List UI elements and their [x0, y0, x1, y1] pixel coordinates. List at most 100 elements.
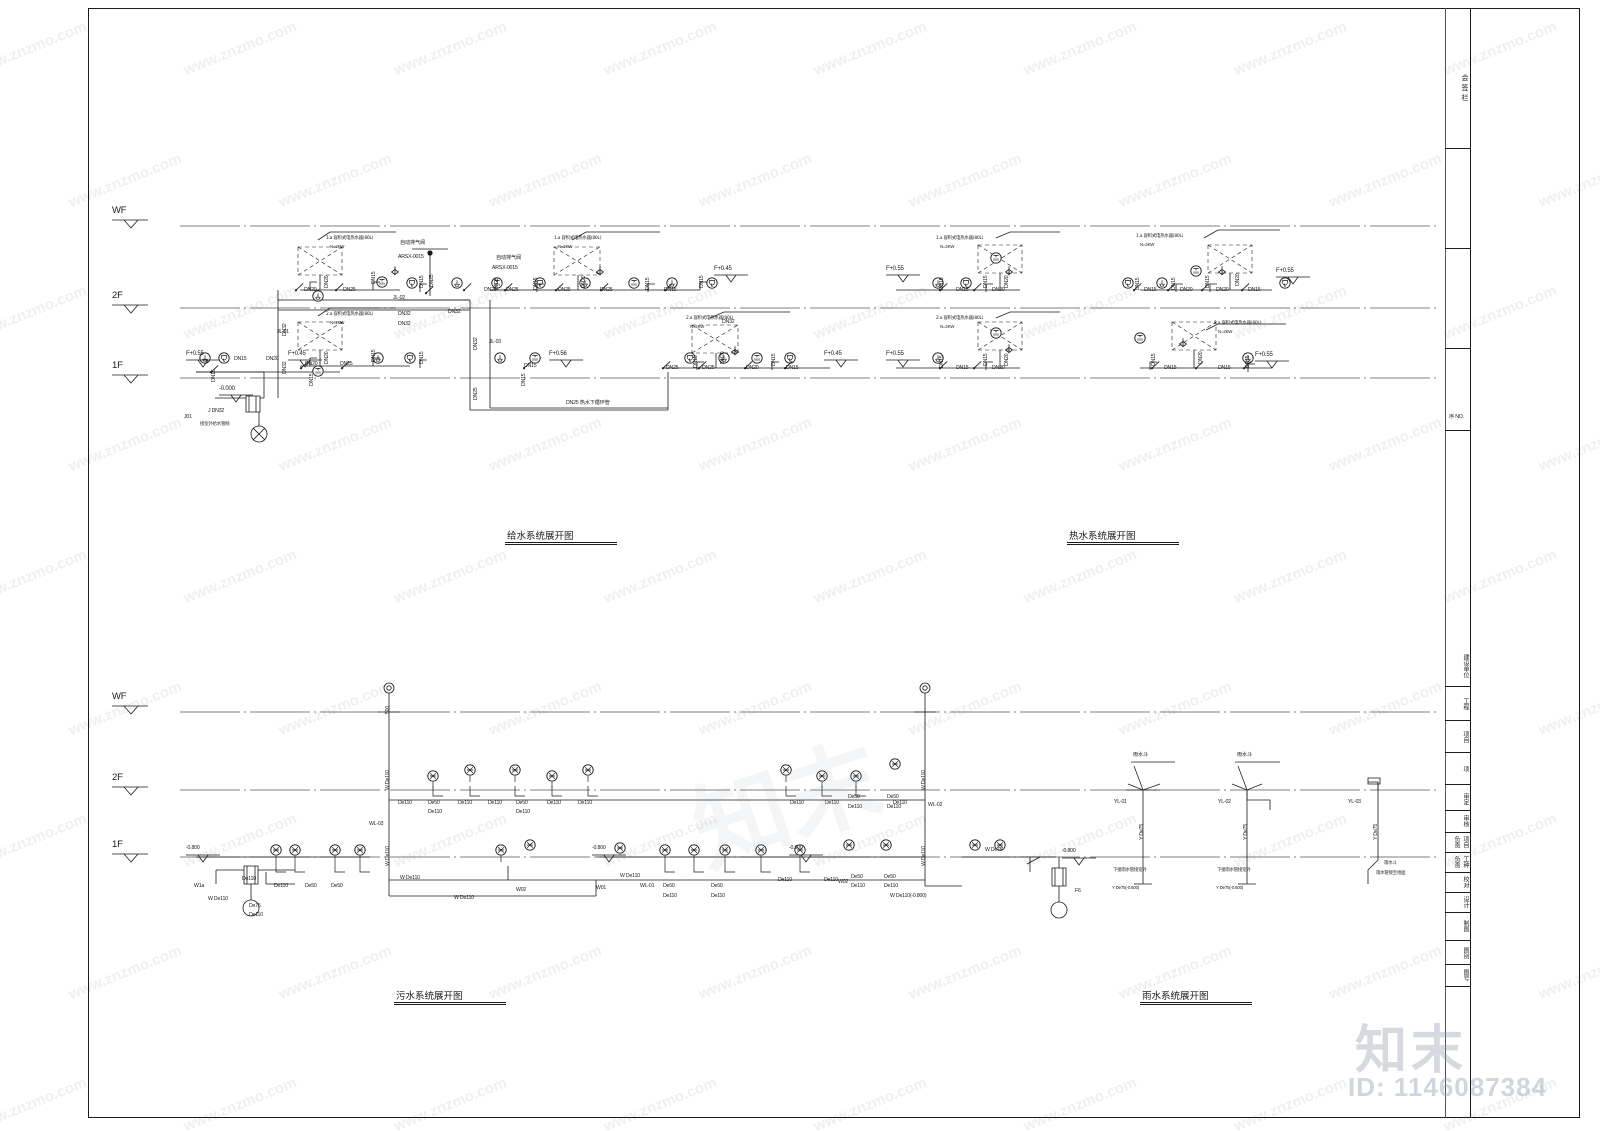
- fixture-symbol-wc: [961, 278, 971, 288]
- sewage-branches-center: [389, 683, 962, 896]
- gate-valve: [522, 361, 531, 370]
- branch-drop: [665, 862, 675, 872]
- pipe-dn25-b: DN25: [340, 361, 353, 367]
- fixture-drop: [1248, 364, 1255, 372]
- title-block-inner-rule: [1445, 8, 1446, 1118]
- title-block-rule-7: [1445, 872, 1470, 873]
- pipe-dn15-vert-e: DN15: [419, 275, 425, 288]
- gate-valve: [554, 283, 563, 292]
- section-title-rainwater: 雨水系统展开图: [1142, 991, 1209, 1002]
- heater-note-1f-center: 2.a 容积式电热水器(80L): [686, 316, 734, 321]
- title-block-rule-0: [1445, 686, 1470, 687]
- de75-a: De75: [249, 903, 261, 909]
- fixture-drop: [700, 282, 707, 290]
- title-block-field-3: 项: [1462, 766, 1469, 772]
- yde75-c: Y De75: [1373, 823, 1379, 840]
- floor-drain-symbol: [817, 771, 827, 781]
- hw-dn15-vert-a: DN15: [939, 277, 945, 290]
- level-label-2f-upper: 2F: [112, 290, 123, 301]
- fixture-drop: [537, 284, 544, 292]
- faucet: [1006, 344, 1013, 352]
- pipe-dn32-a: DN32: [398, 311, 411, 317]
- fixture-symbol-shower: [313, 366, 323, 376]
- heater-note-hw-2: 2.a 容积式电热水器(80L): [936, 316, 984, 321]
- riser-jl02-a: JL-02: [393, 295, 405, 301]
- gate-valve: [294, 283, 303, 292]
- elev-0800-d: -0.800: [1062, 848, 1076, 854]
- gate-valve: [783, 361, 792, 370]
- floor-drain-symbol: [428, 771, 438, 781]
- title-block-field-12: 图号: [1462, 969, 1469, 981]
- de110-k: De110: [887, 804, 901, 810]
- gate-valve: [503, 283, 512, 292]
- level-label-2f-lower: 2F: [112, 772, 123, 783]
- elevation-marker: [592, 855, 626, 862]
- wde110-0800: W De110(-0.800): [890, 893, 927, 899]
- de110-l: De110: [893, 800, 907, 806]
- section-title-sewage: 污水系统展开图: [396, 991, 463, 1002]
- title-block-signature-header: 会签栏: [1461, 74, 1469, 104]
- pipe-dn15-vert-f: DN15: [419, 351, 425, 364]
- hw-dn15-c: DN15: [1144, 287, 1157, 293]
- branch-drop: [800, 862, 810, 872]
- floor-drain-symbol: [330, 845, 340, 855]
- hw-dn15-vert-f: DN15: [1171, 277, 1177, 290]
- title-block-field-11: 图别: [1462, 947, 1469, 959]
- wde110-n: W De110: [400, 875, 420, 881]
- elev-0800-c: -0.800: [789, 845, 803, 851]
- fixture-drop: [1210, 284, 1217, 292]
- yde75-a: Y De75: [1139, 823, 1145, 840]
- faucet: [1006, 266, 1013, 274]
- entry-note: 接室外给水管网: [200, 422, 230, 427]
- section-rule-rainwater: [1140, 1002, 1252, 1005]
- level-label-wf-lower: WF: [112, 691, 127, 702]
- branch-drop: [335, 862, 345, 872]
- hot-recirc-loop: [490, 300, 668, 408]
- wde110-m: W De110: [208, 896, 228, 902]
- elevation-marker: [714, 275, 748, 282]
- fixture-symbol-basin: [719, 353, 729, 363]
- pipe-dn15-vert-j: DN15: [521, 373, 527, 386]
- sewage-riser-wl01: [196, 857, 370, 916]
- pipe-dn15-vert-g: DN15: [533, 277, 539, 290]
- hw-dn15-vert-b: DN15: [983, 275, 989, 288]
- title-block-rule-12: [1445, 986, 1470, 987]
- elevation-f055-c: F+0.55: [886, 351, 904, 357]
- elevation-marker: [186, 360, 220, 367]
- de110-j: De110: [848, 804, 862, 810]
- de50-i: De50: [851, 874, 863, 880]
- rain-side-note-1: 下接雨水管接室外: [1113, 868, 1147, 873]
- section-rule-water-supply: [505, 542, 617, 545]
- gate-valve: [661, 361, 670, 370]
- pipe-dn25-g: DN25: [666, 365, 679, 371]
- elev-0800-a: -0.800: [186, 845, 200, 851]
- gate-valve: [743, 361, 752, 370]
- de50-h: De50: [711, 883, 723, 889]
- heater-power-hw-4: N=2KW: [1218, 329, 1233, 334]
- title-block-outer-rule: [1470, 8, 1471, 1118]
- tb-rule-1: [1445, 148, 1470, 149]
- title-block-field-9: 设计: [1462, 896, 1469, 908]
- label-w01: W01: [596, 885, 607, 891]
- gate-valve: [334, 283, 343, 292]
- floor-drain-symbol: [970, 840, 980, 850]
- de110-o: De110: [274, 883, 288, 889]
- de110-r: De110: [778, 877, 792, 883]
- recirc-note: DN25 热水下循环管: [566, 400, 610, 406]
- sewage-riser-wl03: [378, 683, 600, 880]
- riser-yl03: YL-03: [1348, 799, 1361, 805]
- branch-drop: [515, 786, 525, 796]
- fixture-symbol-basin: [495, 353, 505, 363]
- pipe-dn15-b2: DN15: [524, 363, 537, 369]
- floor-drain-symbol: [496, 845, 506, 855]
- floor-drain-symbol: [851, 771, 861, 781]
- de50-b: De50: [516, 800, 528, 806]
- section-title-hot-water: 热水系统展开图: [1069, 531, 1136, 542]
- faucet: [732, 346, 739, 354]
- fixture-drop: [373, 282, 380, 290]
- fixture-drop: [373, 358, 380, 366]
- section-title-water-supply: 给水系统展开图: [507, 531, 574, 542]
- title-block-rule-3: [1445, 784, 1470, 785]
- gate-valve: [209, 365, 218, 374]
